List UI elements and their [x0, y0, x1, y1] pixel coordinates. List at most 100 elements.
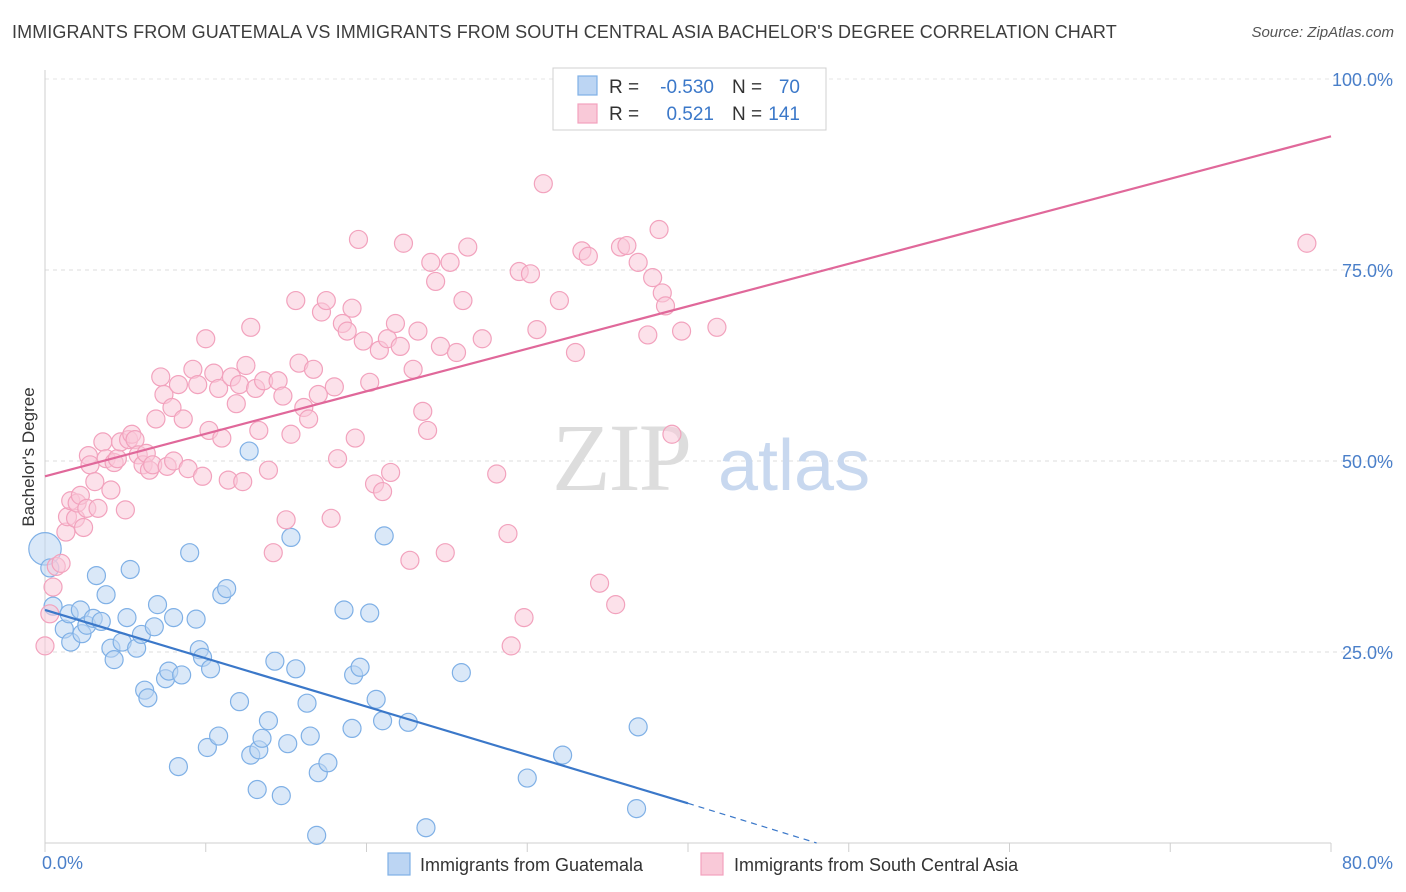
point-south-central-asia-90 — [393, 233, 414, 253]
point-south-central-asia-52 — [229, 375, 250, 395]
point-guatemala-12 — [96, 585, 116, 605]
point-south-central-asia-121 — [628, 252, 648, 272]
point-south-central-asia-109 — [514, 608, 534, 628]
point-south-central-asia-0 — [35, 636, 55, 656]
legend: R = -0.530 N = 70 R = 0.521 N = 141 — [552, 67, 827, 131]
point-guatemala-51 — [300, 726, 320, 746]
point-south-central-asia-2 — [43, 577, 63, 597]
point-south-central-asia-117 — [589, 573, 610, 593]
point-south-central-asia-4 — [51, 553, 71, 573]
point-guatemala-58 — [350, 657, 370, 677]
point-south-central-asia-91 — [400, 550, 420, 570]
point-guatemala-62 — [374, 526, 394, 546]
watermark: ZIP atlas — [552, 404, 870, 511]
bottom-legend-label-guatemala: Immigrants from Guatemala — [420, 855, 644, 875]
point-south-central-asia-107 — [501, 636, 521, 656]
point-south-central-asia-93 — [408, 321, 428, 341]
trend-line-guatemala-extension — [687, 802, 817, 844]
point-guatemala-37 — [217, 578, 237, 599]
point-south-central-asia-98 — [430, 336, 451, 356]
point-south-central-asia-79 — [345, 428, 365, 448]
point-south-central-asia-87 — [381, 462, 401, 483]
y-tick-label-75: 75.0% — [1342, 261, 1393, 281]
y-tick-label-25: 25.0% — [1342, 643, 1393, 663]
point-guatemala-39 — [239, 441, 259, 461]
point-south-central-asia-32 — [146, 409, 166, 429]
legend-r-value-1: -0.530 — [660, 77, 714, 98]
legend-swatch-guatemala — [577, 75, 598, 96]
point-south-central-asia-129 — [707, 317, 727, 337]
trend-lines — [44, 135, 1332, 844]
point-guatemala-10 — [86, 565, 107, 586]
point-south-central-asia-60 — [263, 543, 283, 563]
point-guatemala-65 — [451, 663, 471, 683]
legend-n-value-1: 70 — [779, 77, 800, 98]
point-south-central-asia-15 — [85, 472, 105, 492]
point-south-central-asia-68 — [299, 409, 319, 429]
point-south-central-asia-42 — [188, 375, 208, 395]
point-south-central-asia-95 — [417, 420, 438, 441]
point-guatemala-69 — [628, 717, 648, 737]
point-guatemala-63 — [398, 712, 418, 732]
bottom-legend-label-south-central-asia: Immigrants from South Central Asia — [734, 855, 1019, 875]
point-south-central-asia-101 — [446, 342, 467, 363]
point-south-central-asia-44 — [196, 329, 216, 349]
point-south-central-asia-23 — [115, 500, 135, 520]
point-guatemala-30 — [186, 609, 206, 629]
point-south-central-asia-97 — [426, 271, 446, 292]
legend-frame — [552, 67, 827, 131]
legend-n-label-1: N = — [732, 77, 762, 98]
point-guatemala-22 — [144, 617, 164, 637]
point-south-central-asia-38 — [168, 375, 189, 395]
watermark-zip: ZIP — [552, 404, 690, 511]
point-south-central-asia-62 — [273, 386, 293, 406]
point-guatemala-68 — [626, 799, 647, 819]
point-south-central-asia-64 — [281, 424, 301, 444]
point-guatemala-14 — [104, 650, 124, 670]
point-south-central-asia-73 — [321, 508, 341, 528]
point-south-central-asia-17 — [93, 432, 113, 452]
point-south-central-asia-53 — [233, 472, 253, 492]
point-south-central-asia-72 — [316, 290, 336, 311]
legend-n-label-2: N = — [732, 104, 762, 125]
point-south-central-asia-36 — [162, 397, 182, 418]
point-guatemala-60 — [366, 689, 386, 709]
point-south-central-asia-103 — [458, 237, 478, 257]
point-guatemala-52 — [307, 825, 327, 845]
point-guatemala-43 — [252, 728, 272, 748]
point-guatemala-66 — [517, 768, 537, 788]
point-guatemala-54 — [318, 753, 338, 773]
point-south-central-asia-105 — [487, 464, 507, 484]
point-guatemala-45 — [265, 651, 285, 671]
point-south-central-asia-57 — [249, 420, 269, 441]
point-south-central-asia-116 — [578, 246, 598, 266]
legend-swatch-south-central-asia — [577, 103, 598, 124]
point-south-central-asia-100 — [440, 252, 460, 272]
point-guatemala-64 — [416, 818, 436, 838]
point-south-central-asia-85 — [372, 481, 393, 502]
point-guatemala-35 — [209, 726, 229, 746]
point-south-central-asia-106 — [498, 523, 518, 544]
point-south-central-asia-69 — [303, 359, 324, 379]
point-south-central-asia-75 — [327, 449, 348, 469]
trend-line-guatemala — [44, 608, 689, 805]
y-tick-label-50: 50.0% — [1342, 452, 1393, 472]
data-points — [28, 174, 1317, 845]
point-south-central-asia-55 — [241, 317, 261, 337]
point-south-central-asia-99 — [435, 543, 455, 563]
bottom-legend: Immigrants from Guatemala Immigrants fro… — [387, 852, 1019, 876]
point-guatemala-16 — [117, 608, 137, 628]
x-tick-label-min: 0.0% — [42, 853, 83, 873]
legend-r-value-2: 0.521 — [666, 104, 714, 125]
point-south-central-asia-39 — [173, 409, 193, 429]
point-guatemala-21 — [138, 688, 158, 708]
legend-n-value-2: 141 — [768, 104, 800, 125]
point-south-central-asia-59 — [258, 460, 279, 480]
point-south-central-asia-51 — [226, 394, 246, 414]
point-guatemala-59 — [360, 603, 380, 623]
point-guatemala-55 — [334, 600, 354, 620]
point-south-central-asia-65 — [286, 290, 306, 311]
legend-r-label-1: R = — [609, 77, 639, 98]
x-tick-label-max: 80.0% — [1342, 853, 1393, 873]
